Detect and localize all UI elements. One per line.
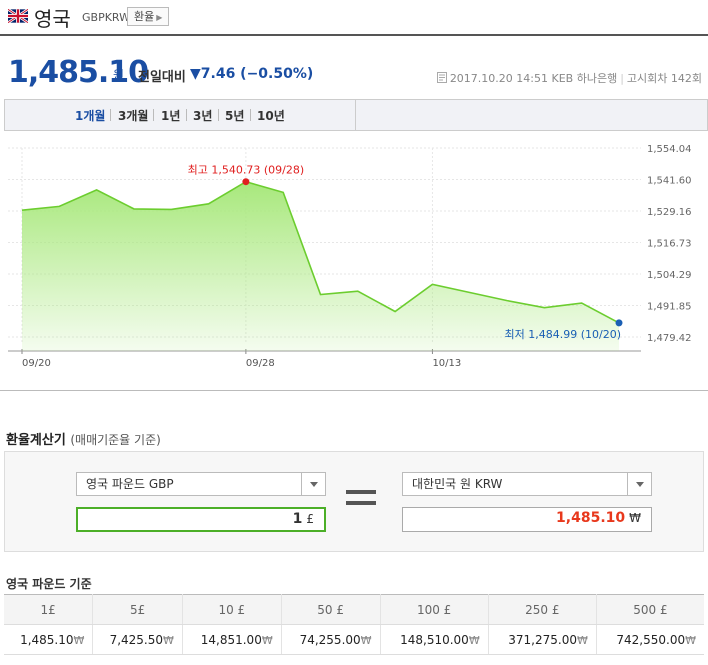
low-point [615, 319, 623, 327]
y-tick-label: 1,504.29 [647, 270, 692, 281]
table-header-cell: 250 £ [488, 594, 597, 625]
high-point [242, 178, 250, 186]
table-header-cell: 500 £ [596, 594, 704, 625]
uk-flag-icon [8, 9, 28, 23]
table-header-cell: 50 £ [281, 594, 381, 625]
table-cell: 1,485.10₩ [4, 624, 94, 655]
table-title: 영국 파운드 기준 [6, 577, 92, 591]
y-tick-label: 1,541.60 [647, 176, 692, 187]
chart-canvas: 1,554.04 1,541.60 1,529.16 1,516.73 1,504.29… [8, 144, 692, 369]
currency-code: GBPKRW [82, 11, 130, 24]
table-cell: 14,851.00₩ [182, 624, 282, 655]
country-name: 영국 [34, 7, 71, 31]
x-tick-label: 10/13 [432, 358, 461, 369]
table-row: 1,485.10₩ 7,425.50₩ 14,851.00₩ 74,255.00₩ 14… [4, 624, 704, 655]
table-cell: 74,255.00₩ [281, 624, 381, 655]
compare-value: ▼7.46 (−0.50%) [190, 66, 314, 82]
series-area [22, 181, 619, 351]
quote-timestamp: 2017.10.20 14:51 [449, 72, 548, 85]
table-cell: 148,510.00₩ [380, 624, 489, 655]
y-tick-label: 1,554.04 [647, 144, 692, 155]
period-tabs: 1개월 3개월 1년 3년 5년 10년 [4, 99, 708, 131]
quote-notice: 고시회차 142회 [626, 72, 702, 85]
tab-1-month[interactable]: 1개월 [75, 109, 106, 123]
tab-3-years[interactable]: 3년 [193, 109, 213, 123]
x-tick-label: 09/28 [246, 358, 275, 369]
low-label: 최저 1,484.99 (10/20) [504, 328, 621, 341]
calculator-title: 환율계산기 (매매기준율 기준) [6, 433, 161, 448]
compare-label: 전일대비 [138, 70, 186, 85]
y-tick-label: 1,491.85 [647, 302, 692, 313]
document-icon [436, 72, 447, 83]
price-unit: 원 [113, 68, 125, 82]
y-tick-label: 1,529.16 [647, 207, 692, 218]
conversion-table: 1£ 5£ 10 £50 £100 £250 £500 £ 1,485.10₩ 7,4… [4, 594, 704, 655]
exchange-rate-chart: 1,554.04 1,541.60 1,529.16 1,516.73 1,504.29… [0, 131, 708, 391]
table-header-cell: 5£ [92, 594, 183, 625]
table-cell: 742,550.00₩ [596, 624, 704, 655]
tab-10-years[interactable]: 10년 [257, 109, 285, 123]
table-cell: 371,275.00₩ [488, 624, 597, 655]
table-header-row: 1£ 5£ 10 £50 £100 £250 £500 £ [4, 594, 704, 625]
table-cell: 7,425.50₩ [92, 624, 183, 655]
chevron-down-icon[interactable] [627, 473, 651, 495]
high-label: 최고 1,540.73 (09/28) [188, 164, 305, 177]
chevron-down-icon[interactable] [301, 473, 325, 495]
quote-meta: 2017.10.20 14:51 KEB 하나은행 | 고시회차 142회 [436, 70, 702, 86]
tab-5-years[interactable]: 5년 [225, 109, 245, 123]
x-tick-label: 09/20 [22, 358, 51, 369]
to-amount-output[interactable]: 1,485.10 ₩ [402, 507, 652, 532]
chevron-right-icon: ▶ [156, 13, 163, 22]
from-amount-input[interactable]: 1 £ [76, 507, 326, 532]
page-header: 영국 GBPKRW 환율 ▶ [0, 0, 708, 36]
exchange-rate-button[interactable]: 환율 ▶ [127, 7, 170, 26]
to-currency-select[interactable]: 대한민국 원 KRW [402, 472, 652, 496]
table-header-cell: 10 £ [182, 594, 282, 625]
current-price: 1,485.10 [8, 55, 149, 90]
y-tick-label: 1,516.73 [647, 239, 692, 250]
tab-1-year[interactable]: 1년 [161, 109, 181, 123]
tab-3-months[interactable]: 3개월 [118, 109, 149, 123]
series-line [21, 180, 620, 324]
from-currency-select[interactable]: 영국 파운드 GBP [76, 472, 326, 496]
table-header-cell: 100 £ [380, 594, 489, 625]
table-header-cell: 1£ [4, 594, 94, 625]
y-tick-label: 1,479.42 [647, 333, 692, 344]
equals-icon [346, 490, 376, 506]
quote-bank: KEB 하나은행 [551, 72, 618, 85]
